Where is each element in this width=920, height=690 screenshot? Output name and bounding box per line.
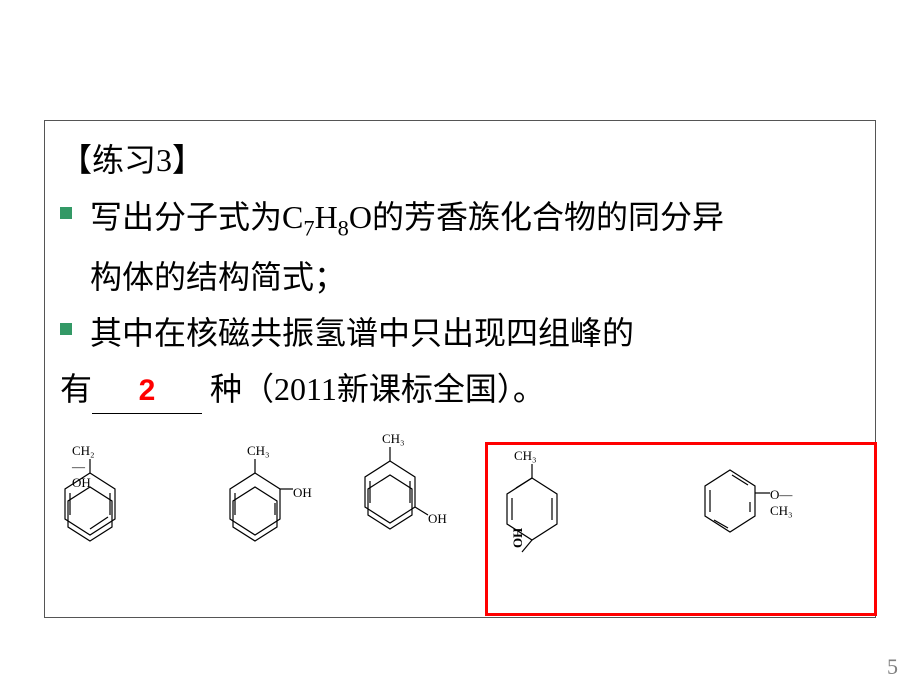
bullet-square-icon xyxy=(60,207,72,219)
b1-sub1: 7 xyxy=(303,215,314,240)
bullet-1-cont: 构体的结构简式； xyxy=(90,253,860,301)
highlight-box xyxy=(485,442,877,616)
s1-ring xyxy=(60,459,150,579)
l3-after: 种（2011新课标全国）。 xyxy=(202,371,545,407)
answer-value: 2 xyxy=(139,374,156,407)
answer-line: 有 2 种（2011新课标全国）。 xyxy=(60,365,860,414)
b1-sub2: 8 xyxy=(338,215,349,240)
bullet-2-text: 其中在核磁共振氢谱中只出现四组峰的 xyxy=(90,309,634,357)
bullet-1-text: 写出分子式为C7H8O的芳香族化合物的同分异 xyxy=(90,193,724,245)
s3-top: CH₃ xyxy=(382,431,405,447)
s3-ring xyxy=(360,447,460,577)
bullet-square-icon xyxy=(60,323,72,335)
b1-part2: O的芳香族化合物的同分异 xyxy=(349,199,724,235)
exercise-title: 【练习3】 xyxy=(60,135,860,181)
s2-ring xyxy=(225,459,325,579)
page-number: 5 xyxy=(887,654,898,680)
bullet-2: 其中在核磁共振氢谱中只出现四组峰的 xyxy=(60,309,860,357)
slide-content: 【练习3】 写出分子式为C7H8O的芳香族化合物的同分异 构体的结构简式； 其中… xyxy=(60,135,860,414)
bullet-1: 写出分子式为C7H8O的芳香族化合物的同分异 xyxy=(60,193,860,245)
l3-after-text: 种（2011新课标全国）。 xyxy=(210,371,545,407)
l3-before: 有 xyxy=(60,371,92,407)
b1-mid: H xyxy=(315,199,338,235)
b1-part1: 写出分子式为C xyxy=(90,199,303,235)
s2-top: CH₃ xyxy=(247,443,270,459)
answer-underline: 2 xyxy=(92,365,202,414)
